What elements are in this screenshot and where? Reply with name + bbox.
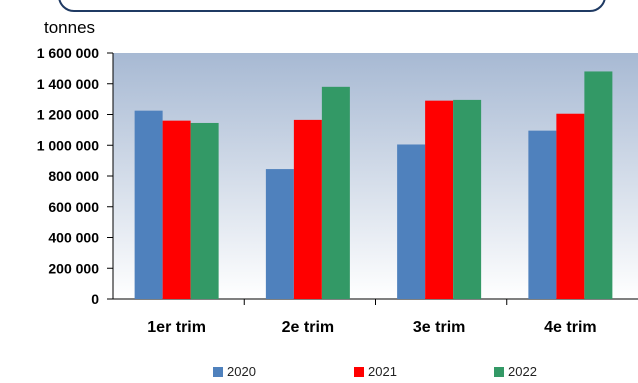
y-tick-label: 1 600 000 xyxy=(37,45,99,61)
y-tick-label: 200 000 xyxy=(48,260,99,276)
unit-label: tonnes xyxy=(44,18,96,37)
y-tick-label: 400 000 xyxy=(48,230,99,246)
legend-item-2020: 2020 xyxy=(213,364,256,379)
legend-swatch xyxy=(354,366,364,377)
bar-2020-1 xyxy=(134,110,163,299)
x-tick-label: 2e trim xyxy=(282,319,334,336)
x-tick-label: 1er trim xyxy=(147,319,206,336)
legend-label: 2020 xyxy=(227,364,256,379)
x-tick-label: 4e trim xyxy=(544,319,596,336)
bar-2022-3 xyxy=(453,99,482,299)
y-tick-label: 600 000 xyxy=(48,199,99,215)
x-tick-label: 3e trim xyxy=(413,319,465,336)
bar-2021-3 xyxy=(425,100,454,299)
y-tick-label: 0 xyxy=(91,291,99,307)
bar-2020-4 xyxy=(528,130,557,299)
y-tick-label: 1 000 000 xyxy=(37,137,99,153)
bar-2020-3 xyxy=(397,144,426,299)
bar-2022-2 xyxy=(321,86,350,299)
legend-item-2022: 2022 xyxy=(494,364,537,379)
y-tick-label: 1 200 000 xyxy=(37,107,99,123)
bar-2022-4 xyxy=(584,71,613,299)
y-tick-label: 1 400 000 xyxy=(37,76,99,92)
legend-item-2021: 2021 xyxy=(354,364,397,379)
legend-label: 2021 xyxy=(368,364,397,379)
legend-swatch xyxy=(213,366,223,377)
y-tick-label: 800 000 xyxy=(48,168,99,184)
legend-label: 2022 xyxy=(508,364,537,379)
bar-2020-2 xyxy=(265,169,294,299)
bar-2022-1 xyxy=(190,122,219,299)
bar-2021-2 xyxy=(293,119,322,299)
legend-swatch xyxy=(494,366,504,377)
bar-2021-4 xyxy=(556,113,585,299)
bar-2021-1 xyxy=(162,120,191,300)
